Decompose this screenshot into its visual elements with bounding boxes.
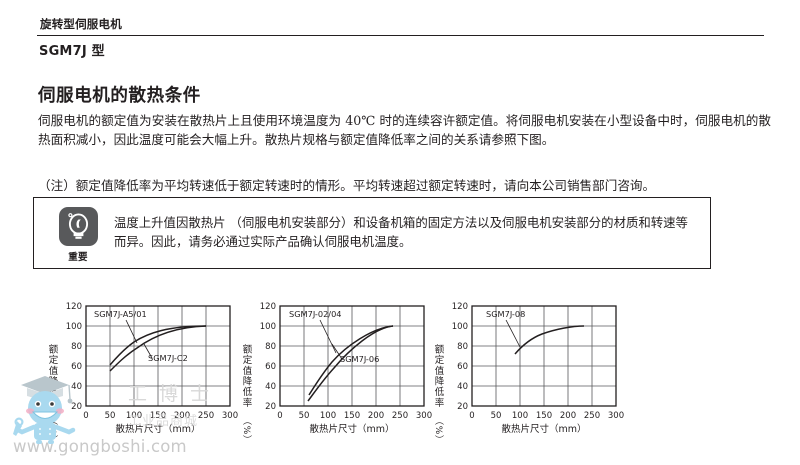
lightbulb-icon — [58, 207, 98, 246]
svg-text:300: 300 — [222, 411, 238, 421]
chart3-label-08: SGM7J-08 — [486, 309, 525, 319]
svg-text:100: 100 — [126, 411, 142, 421]
svg-text:0: 0 — [469, 411, 474, 421]
charts-row: 额定值降低率 （%） 120 10 — [0, 292, 800, 465]
svg-text:60: 60 — [457, 362, 468, 372]
svg-text:200: 200 — [174, 411, 190, 421]
svg-text:150: 150 — [536, 411, 552, 421]
chart3-y-axis-unit: （%） — [433, 416, 444, 445]
header-kicker: 旋转型伺服电机 — [40, 17, 122, 31]
svg-text:300: 300 — [416, 411, 432, 421]
svg-text:60: 60 — [265, 362, 276, 372]
chart3-y-axis-label: 额定值降低率 — [433, 343, 445, 408]
chart2-x-ticks: 0 50 100 150 200 250 300 — [277, 411, 432, 421]
svg-text:100: 100 — [320, 411, 336, 421]
chart1-y-ticks: 120 100 80 60 40 20 — [66, 302, 82, 412]
chart1-x-axis-label: 散热片尺寸（mm） — [115, 423, 200, 435]
svg-text:60: 60 — [71, 362, 82, 372]
svg-text:40: 40 — [265, 382, 276, 392]
chart2-label-02-04: SGM7J-02/04 — [289, 309, 342, 319]
important-callout-box: 重要 温度上升值因散热片 （伺服电机安装部分）和设备机箱的固定方法以及伺服电机安… — [33, 197, 711, 269]
chart1-series-a5-01 — [109, 325, 207, 366]
chart1-leader-c2 — [143, 343, 153, 359]
svg-text:0: 0 — [83, 411, 88, 421]
svg-text:300: 300 — [608, 411, 624, 421]
svg-text:20: 20 — [265, 402, 276, 412]
chart3-y-ticks: 120 100 80 60 40 20 — [452, 302, 468, 412]
chart2-y-axis-unit: （%） — [241, 416, 252, 445]
svg-text:80: 80 — [265, 342, 276, 352]
svg-text:20: 20 — [457, 402, 468, 412]
svg-text:100: 100 — [512, 411, 528, 421]
body-note: （注）额定值降低率为平均转速低于额定转速时的情形。平均转速超过额定转速时，请向本… — [38, 163, 771, 207]
svg-text:150: 150 — [344, 411, 360, 421]
derating-chart-08: 额定值降低率 （%） 120 100 80 — [424, 292, 654, 465]
chart1-y-axis-unit: （%） — [47, 416, 58, 445]
chart2-x-axis-label: 散热片尺寸（mm） — [309, 423, 394, 435]
derating-chart-a5-01-c2: 额定值降低率 （%） 120 10 — [38, 292, 268, 465]
body-paragraph-text: 伺服电机的额定值为安装在散热片上且使用环境温度为 40℃ 时的连续容许额定值。将… — [38, 113, 771, 147]
chart2-series-06 — [307, 325, 394, 402]
svg-text:250: 250 — [392, 411, 408, 421]
derating-chart-02-04-06: 额定值降低率 （%） 120 100 80 — [232, 292, 462, 465]
svg-text:50: 50 — [105, 411, 116, 421]
chart1-y-axis-label: 额定值降低率 — [47, 343, 59, 408]
svg-text:120: 120 — [452, 302, 468, 312]
svg-text:50: 50 — [491, 411, 502, 421]
chart2-leader-02-04 — [319, 319, 337, 354]
svg-text:80: 80 — [457, 342, 468, 352]
svg-text:250: 250 — [584, 411, 600, 421]
svg-text:80: 80 — [71, 342, 82, 352]
svg-text:250: 250 — [198, 411, 214, 421]
body-paragraph: 伺服电机的额定值为安装在散热片上且使用环境温度为 40℃ 时的连续容许额定值。将… — [38, 111, 771, 149]
svg-text:100: 100 — [452, 322, 468, 332]
chart3-x-ticks: 0 50 100 150 200 250 300 — [469, 411, 624, 421]
chart3-plot-frame — [471, 305, 617, 407]
page-title: 伺服电机的散热条件 — [38, 86, 201, 106]
svg-text:100: 100 — [260, 322, 276, 332]
chart3-x-axis-label: 散热片尺寸（mm） — [501, 423, 586, 435]
chart2-leader-06 — [331, 343, 343, 360]
chart2-y-ticks: 120 100 80 60 40 20 — [260, 302, 276, 412]
important-badge-label: 重要 — [68, 252, 88, 263]
svg-text:120: 120 — [66, 302, 82, 312]
chart1-plot-frame — [85, 305, 231, 407]
chart1-leader-a5-01 — [125, 319, 138, 344]
svg-text:200: 200 — [368, 411, 384, 421]
chart2-y-axis-label: 额定值降低率 — [241, 343, 253, 408]
svg-text:50: 50 — [299, 411, 310, 421]
svg-text:20: 20 — [71, 402, 82, 412]
body-note-text: （注）额定值降低率为平均转速低于额定转速时的情形。平均转速超过额定转速时，请向本… — [38, 177, 656, 193]
chart1-label-a5-01: SGM7J-A5/01 — [94, 309, 147, 319]
chart2-series-02-04 — [308, 325, 394, 396]
header-model-number: SGM7J 型 — [39, 44, 105, 59]
svg-text:40: 40 — [71, 382, 82, 392]
svg-text:200: 200 — [560, 411, 576, 421]
chart2-label-06: SGM7J-06 — [340, 354, 379, 364]
svg-text:100: 100 — [66, 322, 82, 332]
svg-text:40: 40 — [457, 382, 468, 392]
header-divider — [37, 35, 764, 36]
important-badge: 重要 — [51, 207, 105, 263]
chart1-label-c2: SGM7J-C2 — [148, 353, 188, 363]
important-callout-text: 温度上升值因散热片 （伺服电机安装部分）和设备机箱的固定方法以及伺服电机安装部分… — [105, 207, 698, 251]
svg-text:120: 120 — [260, 302, 276, 312]
chart3-gridlines — [471, 305, 617, 407]
svg-text:150: 150 — [150, 411, 166, 421]
chart1-series-c2 — [109, 325, 207, 372]
chart3-series-08 — [514, 325, 585, 355]
important-callout-paragraph: 温度上升值因散热片 （伺服电机安装部分）和设备机箱的固定方法以及伺服电机安装部分… — [114, 215, 688, 249]
chart2-plot-frame — [279, 305, 425, 407]
svg-text:0: 0 — [277, 411, 282, 421]
chart3-leader-08 — [505, 319, 521, 348]
chart1-x-ticks: 0 50 100 150 200 250 300 — [83, 411, 238, 421]
